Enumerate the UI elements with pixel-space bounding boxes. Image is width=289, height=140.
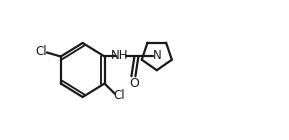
Text: Cl: Cl — [113, 89, 125, 102]
Text: N: N — [152, 49, 161, 62]
Text: O: O — [129, 77, 139, 90]
Text: NH: NH — [111, 49, 128, 62]
Text: Cl: Cl — [36, 45, 47, 58]
